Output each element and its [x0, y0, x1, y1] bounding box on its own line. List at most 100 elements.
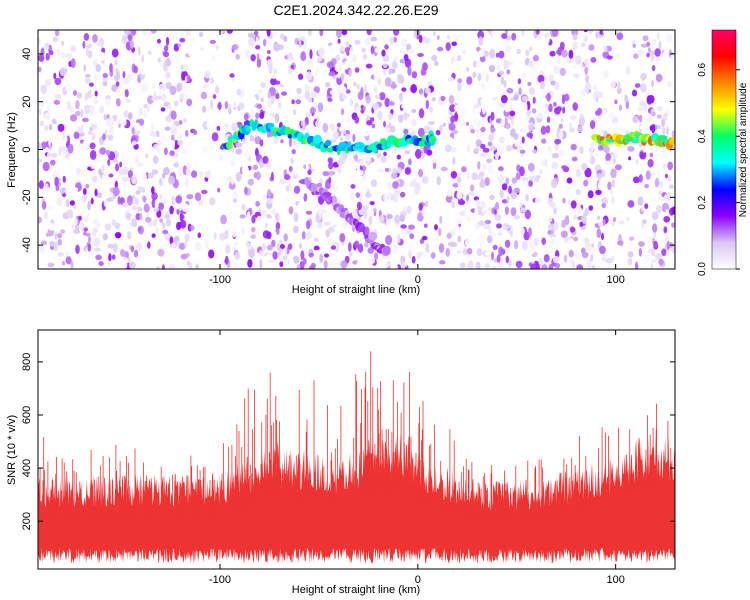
- spectrogram-cell: [44, 124, 49, 131]
- spectrogram-cell: [168, 264, 176, 269]
- spectrogram-cell: [551, 161, 559, 170]
- spectrogram-cells: [38, 30, 675, 269]
- spectrogram-cell: [328, 177, 332, 184]
- spectrogram-cell: [261, 243, 266, 251]
- spectrogram-cell: [315, 120, 322, 128]
- spectrogram-cell: [40, 47, 45, 58]
- spectrogram-cell: [171, 242, 176, 248]
- spectrogram-cell: [362, 175, 367, 181]
- spectrogram-cell: [547, 223, 555, 231]
- spectrogram-cell: [333, 82, 337, 88]
- spectrogram-cell: [184, 240, 188, 249]
- spectrogram-cell: [618, 220, 625, 225]
- spectrogram-cell: [163, 51, 170, 58]
- spectrogram-cell: [393, 30, 400, 36]
- spectrogram-cell: [467, 144, 471, 153]
- spectrogram-cell: [635, 261, 639, 269]
- spectrogram-cell: [618, 104, 623, 111]
- spectrogram-cell: [278, 102, 282, 109]
- spectrogram-cell: [432, 158, 438, 164]
- spectrogram-cell: [550, 178, 558, 189]
- spectrogram-cell: [554, 174, 558, 179]
- spectrogram-cell: [40, 84, 48, 95]
- spectrogram-cell: [289, 44, 295, 55]
- spectrogram-cell: [447, 77, 455, 82]
- spectrogram-cell: [74, 217, 78, 226]
- spectrogram-cell: [73, 131, 80, 139]
- spectrogram-cell: [353, 81, 357, 87]
- spectrogram-cell: [137, 206, 143, 212]
- spectrogram-cell: [360, 185, 368, 194]
- spectrogram-cell: [292, 109, 297, 116]
- spectrogram-trace-cell: [324, 139, 332, 147]
- spectrogram-cell: [348, 68, 352, 78]
- spectrogram-cell: [423, 223, 428, 228]
- spectrogram-cell: [490, 127, 496, 132]
- spectrogram-cell: [267, 91, 272, 99]
- spectrogram-cell: [60, 52, 66, 59]
- spectrogram-cell: [507, 259, 512, 267]
- spectrogram-cell: [513, 215, 521, 220]
- spectrogram-cell: [454, 37, 458, 42]
- spectrogram-cell: [571, 156, 578, 162]
- spectrogram-cell: [64, 185, 69, 195]
- spectrogram-cell: [413, 187, 420, 195]
- spectrogram-cell: [71, 233, 75, 240]
- spectrogram-cell: [366, 157, 370, 162]
- spectrogram-cell: [259, 111, 265, 119]
- spectrogram-cell: [649, 152, 654, 158]
- spectrogram-cell: [448, 123, 456, 131]
- spectrogram-cell: [364, 241, 369, 248]
- spectrogram-cell: [83, 104, 90, 115]
- spectrogram-cell: [95, 220, 101, 228]
- spectrogram-cell: [449, 104, 456, 112]
- spectrogram-cell: [90, 197, 94, 205]
- spectrogram-cell: [403, 76, 410, 83]
- spectrogram-cell: [539, 244, 546, 251]
- spectrogram-cell: [247, 259, 253, 268]
- spectrogram-cell: [288, 181, 292, 192]
- spectrogram-cell: [254, 131, 259, 137]
- spectrogram-cell: [570, 65, 578, 70]
- spectrogram-cell: [280, 244, 285, 249]
- spectrogram-cell: [260, 97, 264, 103]
- spectrogram-cell: [53, 241, 59, 252]
- spectrogram-cell: [153, 208, 160, 212]
- spectrogram-cell: [413, 30, 417, 39]
- spectrogram-cell: [325, 82, 331, 88]
- spectrogram-cell: [305, 165, 310, 170]
- spectrogram-cell: [431, 54, 438, 62]
- spectrogram-cell: [384, 77, 392, 87]
- spectrogram-cell: [499, 142, 507, 151]
- spectrogram-cell: [313, 86, 320, 94]
- spectrogram-cell: [283, 221, 291, 227]
- spectrogram-cell: [637, 196, 644, 206]
- spectrogram-cell: [76, 206, 80, 215]
- spectrogram-cell: [304, 83, 309, 92]
- spectrogram-cell: [252, 164, 259, 170]
- spectrogram-cell: [384, 168, 390, 172]
- spectrogram-cell: [181, 203, 188, 212]
- spectrogram-cell: [646, 115, 653, 123]
- spectrogram-cell: [62, 149, 67, 158]
- spectrogram-cell: [639, 150, 647, 160]
- spectrogram-cell: [266, 254, 273, 261]
- spectrogram-cell: [177, 133, 183, 140]
- spectrogram-cell: [503, 74, 511, 79]
- spectrogram-cell: [266, 214, 271, 219]
- spectrogram-cell: [66, 100, 72, 111]
- spectrogram-cell: [226, 30, 233, 34]
- spectrogram-cell: [370, 45, 375, 55]
- spectrogram-cell: [106, 120, 111, 127]
- spectrogram-cell: [129, 57, 136, 63]
- spectrogram-cell: [521, 73, 527, 79]
- spectrogram-cell: [656, 114, 662, 119]
- spectrogram-cell: [545, 125, 551, 134]
- spectrogram-cell: [78, 215, 82, 221]
- spectrogram-cell: [614, 164, 622, 171]
- spectrogram-cell: [430, 252, 436, 259]
- spectrogram-cell: [59, 187, 65, 195]
- spectrogram-cell: [439, 260, 446, 265]
- spectrogram-cell: [632, 176, 641, 184]
